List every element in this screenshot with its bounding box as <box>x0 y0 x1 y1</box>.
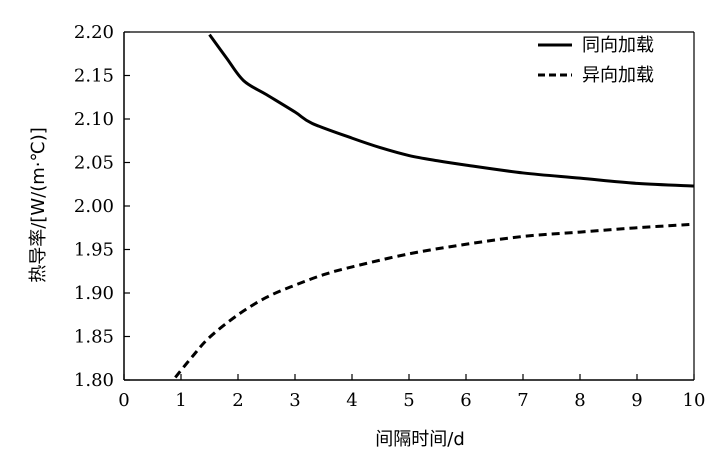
series-line-opposite-direction <box>175 224 694 377</box>
y-tick-label: 2.15 <box>74 66 114 87</box>
x-tick-label: 10 <box>683 390 706 411</box>
y-axis-title: 热导率/[W/(m·℃)] <box>28 127 49 283</box>
y-tick-label: 2.20 <box>74 22 114 43</box>
legend-label-same-direction: 同向加载 <box>582 35 654 56</box>
y-ticks: 1.80 1.85 1.90 1.95 2.00 2.05 2.10 2.15 2.20 <box>74 22 130 391</box>
x-axis-title: 间隔时间/d <box>375 429 465 450</box>
y-tick-label: 1.80 <box>74 370 114 391</box>
y-tick-label: 2.00 <box>74 196 114 217</box>
y-tick-label: 1.90 <box>74 283 114 304</box>
x-tick-label: 3 <box>289 390 300 411</box>
y-tick-label: 1.95 <box>74 240 114 261</box>
x-tick-label: 8 <box>574 390 585 411</box>
y-tick-label: 2.05 <box>74 153 114 174</box>
x-tick-label: 6 <box>460 390 471 411</box>
legend: 同向加载 异向加载 <box>538 35 654 86</box>
x-tick-label: 9 <box>631 390 642 411</box>
x-tick-label: 1 <box>175 390 186 411</box>
x-tick-label: 0 <box>118 390 129 411</box>
y-tick-label: 2.10 <box>74 109 114 130</box>
legend-label-opposite-direction: 异向加载 <box>582 65 654 86</box>
x-tick-label: 2 <box>232 390 243 411</box>
y-tick-label: 1.85 <box>74 327 114 348</box>
x-tick-label: 7 <box>517 390 528 411</box>
x-tick-label: 4 <box>346 390 357 411</box>
x-tick-label: 5 <box>403 390 414 411</box>
series-line-same-direction <box>210 35 695 186</box>
series-layer <box>175 35 694 378</box>
